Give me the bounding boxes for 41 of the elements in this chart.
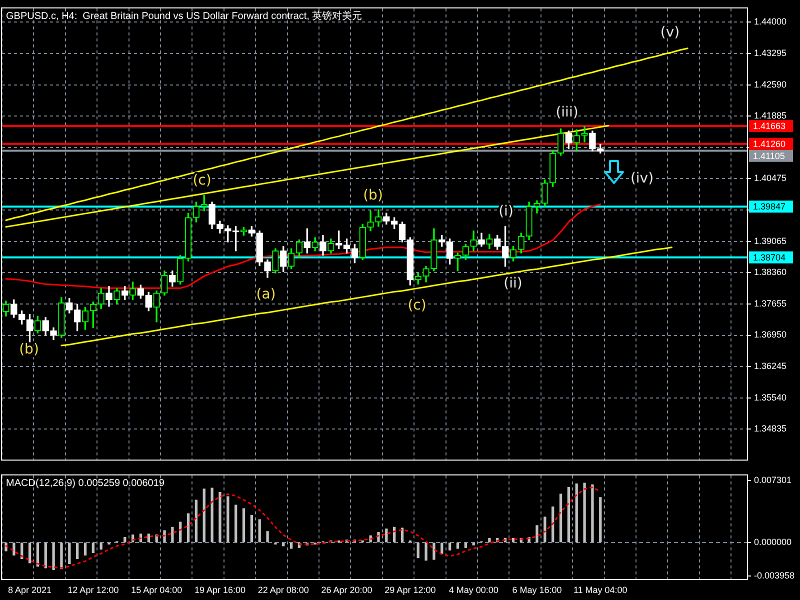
ref-line-label: 1.41260 — [753, 138, 786, 149]
chart-title: GBPUSD.c, H4: Great Britain Pound vs US Dollar Forward contract, 英镑对美元 — [6, 10, 362, 22]
ref-line-label: 1.39847 — [753, 202, 786, 212]
annotation: (b) — [19, 342, 39, 358]
y-tick-label: 1.41885 — [754, 110, 787, 121]
x-tick-label: 11 May 04:00 — [573, 584, 628, 595]
ref-line-label: 1.41663 — [753, 120, 786, 131]
y-tick-label: 1.40475 — [754, 173, 787, 184]
y-tick-label: 1.35540 — [754, 392, 787, 402]
chart-title: MACD(12,26,9) 0.005259 0.006019 — [6, 478, 165, 490]
x-tick-label: 26 Apr 20:00 — [321, 584, 372, 595]
y-tick-label: 1.36245 — [754, 361, 787, 372]
annotation: (c) — [192, 172, 212, 189]
y-tick-label: 1.34835 — [754, 424, 787, 434]
x-tick-label: 6 May 16:00 — [512, 584, 562, 595]
x-tick-label: 22 Apr 08:00 — [258, 584, 309, 595]
x-tick-label: 12 Apr 12:00 — [68, 584, 119, 595]
annotation: (b) — [363, 188, 383, 204]
y-tick-label: 0.000000 — [754, 536, 792, 547]
x-tick-label: 29 Apr 12:00 — [384, 584, 436, 595]
x-tick-label: 15 Apr 04:00 — [131, 584, 182, 595]
ref-line-label: 1.41105 — [753, 150, 785, 161]
y-tick-label: 1.42590 — [754, 79, 787, 90]
ref-line-label: 1.38704 — [753, 252, 786, 262]
annotation: (ii) — [504, 276, 522, 292]
y-tick-label: 1.36950 — [754, 330, 787, 340]
annotation: (i) — [498, 204, 514, 220]
annotation: (iv) — [630, 170, 654, 187]
x-tick-label: 8 Apr 2021 — [8, 584, 52, 595]
y-tick-label: 1.43295 — [754, 48, 787, 58]
y-tick-label: 1.44000 — [754, 16, 787, 27]
y-tick-label: 0.007301 — [754, 474, 792, 485]
y-tick-label: 1.38360 — [754, 267, 787, 278]
y-tick-label: 1.37655 — [754, 298, 787, 308]
annotation: (v) — [660, 24, 680, 41]
x-tick-label: 19 Apr 16:00 — [194, 584, 246, 595]
y-tick-label: -0.003958 — [754, 570, 795, 581]
annotation: (iii) — [556, 104, 578, 121]
x-tick-label: 4 May 00:00 — [448, 584, 498, 595]
annotation: (a) — [256, 286, 276, 303]
y-tick-label: 1.39065 — [754, 236, 787, 246]
